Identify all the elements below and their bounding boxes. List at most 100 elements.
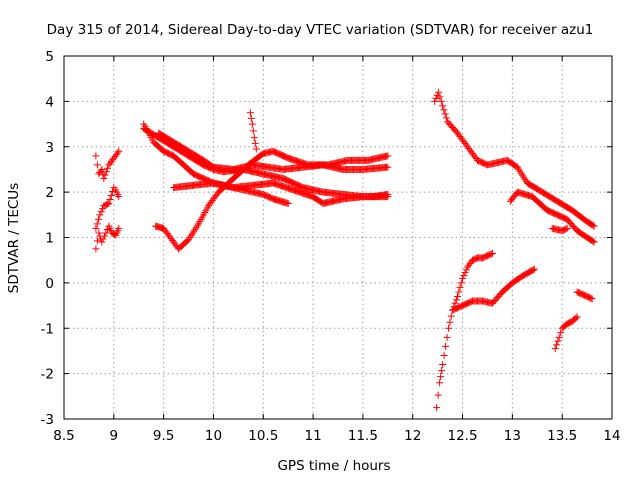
grid	[64, 56, 612, 419]
x-tick-label: 12.5	[448, 428, 478, 444]
data-point	[438, 367, 446, 375]
data-point	[431, 97, 439, 105]
y-tick-label: -1	[41, 321, 54, 337]
x-tick-label: 9.5	[153, 428, 174, 444]
data-point	[551, 345, 559, 353]
data-point	[443, 333, 451, 341]
data-point	[454, 292, 462, 300]
y-tick-label: 1	[45, 231, 54, 247]
x-tick-label: 10	[205, 428, 222, 444]
data-point	[487, 250, 495, 258]
data-point	[442, 342, 450, 350]
data-point	[555, 333, 563, 341]
x-tick-label: 10.5	[248, 428, 278, 444]
data-point	[437, 373, 445, 381]
data-point	[101, 232, 109, 240]
chart-title: Day 315 of 2014, Sidereal Day-to-day VTE…	[47, 22, 594, 38]
data-point	[557, 329, 565, 337]
data-point	[93, 220, 101, 228]
data-point	[563, 224, 571, 232]
data-point	[250, 134, 258, 142]
x-tick-label: 13.5	[547, 428, 577, 444]
data-point	[554, 337, 562, 345]
data-point	[573, 313, 581, 321]
data-point	[589, 237, 597, 245]
x-tick-label: 12	[404, 428, 421, 444]
data-points	[92, 88, 598, 412]
data-point	[590, 238, 598, 246]
y-tick-label: -3	[41, 412, 54, 428]
data-point	[104, 200, 112, 208]
data-point	[105, 199, 113, 207]
series-late-2	[506, 188, 598, 246]
data-point	[93, 161, 101, 169]
data-point	[445, 324, 453, 332]
data-point	[101, 171, 109, 179]
data-point	[248, 120, 256, 128]
data-point	[440, 351, 448, 359]
data-point	[452, 296, 460, 304]
series-late-7	[573, 288, 596, 303]
series-late-6	[551, 313, 581, 353]
series-early-B	[92, 184, 123, 232]
data-point	[249, 127, 257, 135]
x-axis-label: GPS time / hours	[277, 458, 390, 474]
data-point	[488, 249, 496, 257]
data-point	[447, 312, 455, 320]
data-point	[252, 145, 260, 153]
data-point	[432, 94, 440, 102]
x-tick-label: 14	[603, 428, 620, 444]
data-point	[439, 361, 447, 369]
data-point	[587, 294, 595, 302]
data-point	[115, 193, 123, 201]
data-point	[440, 106, 448, 114]
y-tick-label: 4	[45, 94, 54, 110]
data-point	[92, 152, 100, 160]
data-point	[384, 163, 392, 171]
data-point	[434, 391, 442, 399]
data-point	[437, 97, 445, 105]
data-point	[588, 295, 596, 303]
series-late-1	[431, 88, 598, 230]
data-point	[461, 269, 469, 277]
data-point	[102, 229, 110, 237]
y-tick-label: 5	[45, 49, 54, 65]
data-point	[589, 221, 597, 229]
y-axis-label: SDTVAR / TECUs	[6, 183, 22, 293]
y-tick-label: 2	[45, 185, 54, 201]
data-point	[97, 208, 105, 216]
data-point	[459, 274, 467, 282]
data-point	[529, 266, 537, 274]
data-point	[100, 175, 108, 183]
data-point	[95, 215, 103, 223]
data-point	[553, 341, 561, 349]
data-point	[446, 318, 454, 326]
data-point	[460, 272, 468, 280]
data-point	[562, 225, 570, 233]
axis-ticks: 8.5 9 9.5 10 10.5 11 11.5 12 12.5 13 13.5 14-3-2-10…	[41, 49, 621, 444]
series-main-4	[152, 147, 392, 253]
data-point	[107, 192, 115, 200]
data-point	[247, 114, 255, 122]
y-tick-label: 3	[45, 140, 54, 156]
data-point	[442, 114, 450, 122]
data-point	[96, 211, 104, 219]
data-point	[441, 110, 449, 118]
data-point	[530, 265, 538, 273]
data-point	[246, 109, 254, 117]
x-tick-label: 11.5	[348, 428, 378, 444]
data-point	[106, 195, 114, 203]
series-late-5	[449, 265, 538, 314]
x-tick-label: 8.5	[53, 428, 74, 444]
data-point	[99, 235, 107, 243]
series-spike	[246, 109, 260, 153]
series-late-4	[433, 249, 496, 412]
data-point	[98, 238, 106, 246]
data-point	[95, 229, 103, 237]
data-point	[572, 314, 580, 322]
data-point	[462, 266, 470, 274]
data-point	[435, 88, 443, 96]
data-point	[457, 279, 465, 287]
data-point	[98, 165, 106, 173]
